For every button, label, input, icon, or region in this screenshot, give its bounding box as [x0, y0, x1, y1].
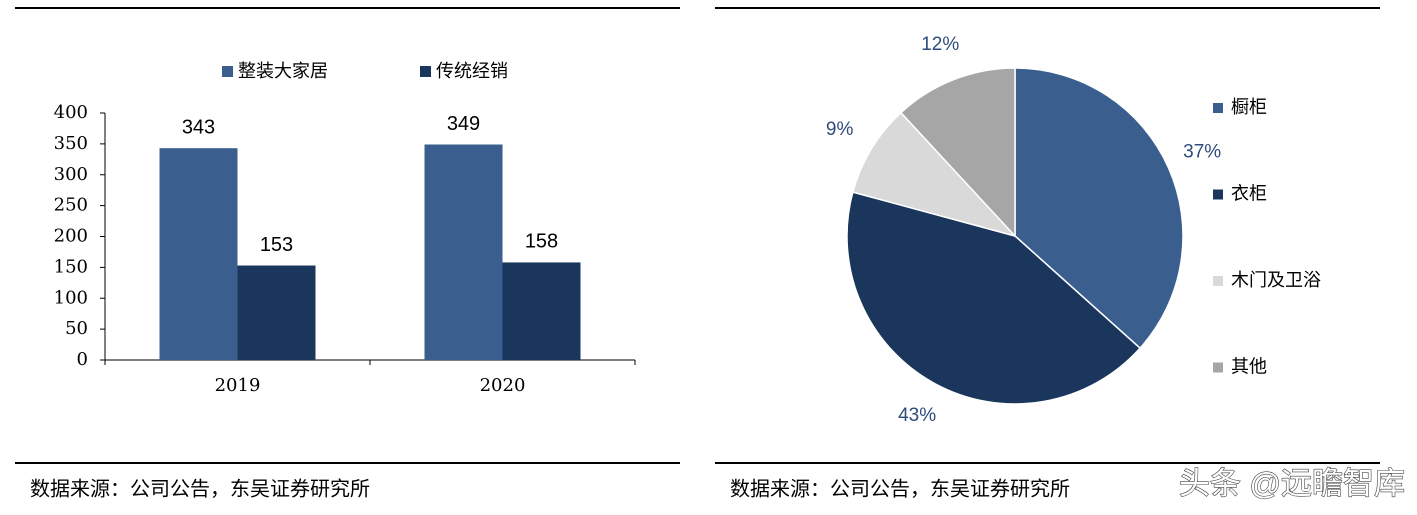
data-label: 37% [1183, 141, 1221, 162]
legend-swatch [1213, 276, 1223, 286]
y-tick-label: 0 [77, 349, 88, 370]
y-tick-label: 50 [65, 318, 88, 339]
data-label: 158 [525, 231, 558, 253]
bar [502, 262, 581, 360]
legend-swatch [1213, 189, 1223, 200]
source: 数据来源：公司公告，东吴证券研究所 [730, 477, 1070, 501]
legend-swatch [1213, 362, 1223, 373]
bar [159, 148, 238, 360]
x-tick-label: 2020 [480, 375, 526, 396]
legend-label: 传统经销 [436, 61, 508, 82]
bar [424, 144, 503, 360]
y-tick-label: 100 [54, 287, 88, 308]
pie-slice [846, 191, 1142, 405]
y-tick-label: 400 [54, 102, 88, 123]
legend-swatch [1213, 103, 1223, 113]
y-tick-label: 350 [54, 133, 88, 154]
data-label: 343 [182, 116, 215, 138]
source: 数据来源：公司公告，东吴证券研究所 [30, 477, 370, 501]
data-label: 43% [898, 405, 936, 426]
pie-slice [851, 111, 1018, 238]
y-tick-label: 150 [54, 256, 88, 277]
pie-slice [1014, 67, 1184, 350]
legend-label: 其他 [1231, 357, 1267, 378]
x-tick-label: 2019 [215, 375, 261, 396]
legend-label: 木门及卫浴 [1231, 270, 1321, 291]
legend-swatch [222, 66, 233, 77]
y-tick-label: 300 [54, 164, 88, 185]
watermark: 头条 @远瞻智库 [1179, 466, 1405, 501]
legend-label: 整装大家居 [238, 61, 328, 82]
bar [237, 265, 316, 360]
legend-label: 衣柜 [1231, 184, 1267, 205]
data-label: 12% [921, 34, 959, 55]
legend-swatch [420, 66, 431, 77]
y-tick-label: 200 [54, 226, 88, 247]
data-label: 9% [826, 119, 854, 140]
data-label: 153 [260, 234, 293, 256]
y-tick-label: 250 [54, 195, 88, 216]
pie-slice [899, 67, 1016, 238]
data-label: 349 [447, 113, 480, 135]
legend-label: 橱柜 [1231, 97, 1267, 118]
